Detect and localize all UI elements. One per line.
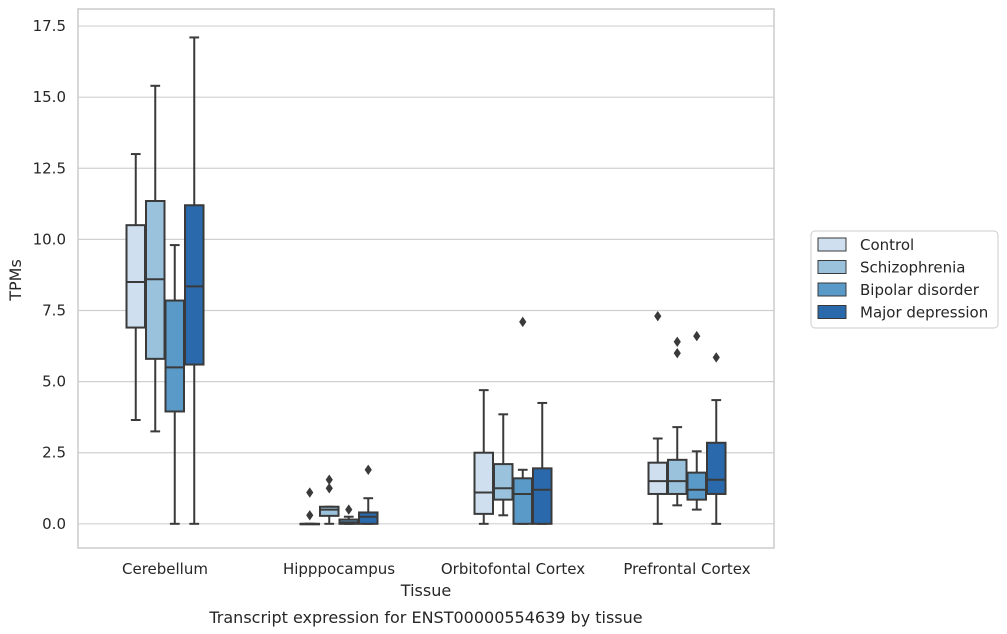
box-schizophrenia [493, 413, 514, 517]
x-axis-label: Tissue [400, 581, 451, 600]
box-iqr [667, 458, 688, 495]
box-major-depression [358, 464, 379, 525]
legend-label: Schizophrenia [860, 259, 965, 277]
box-bipolar-disorder [164, 244, 185, 525]
legend-label: Bipolar disorder [860, 281, 980, 299]
outlier-point [519, 316, 527, 328]
outlier-point [654, 310, 662, 322]
legend-swatch [817, 260, 847, 274]
box-control [299, 487, 320, 526]
y-tick-label: 15.0 [33, 88, 66, 106]
box-control [647, 310, 668, 525]
box-major-depression [532, 401, 553, 525]
box-bipolar-disorder [686, 330, 707, 511]
box-schizophrenia [145, 84, 166, 433]
outlier-point [345, 504, 353, 515]
y-axis-label: TPMs [6, 259, 25, 302]
legend-swatch [817, 282, 847, 297]
box-iqr [512, 477, 533, 525]
grid-lines [78, 25, 774, 525]
x-tick-label: Orbitofontal Cortex [441, 560, 585, 578]
y-tick-label: 2.5 [42, 444, 66, 462]
box-control [125, 153, 146, 422]
box-iqr [319, 505, 340, 517]
box-major-depression [706, 352, 727, 525]
box-bipolar-disorder [512, 316, 533, 525]
box-iqr [473, 451, 494, 515]
outlier-point [364, 464, 372, 475]
box-iqr [686, 471, 707, 501]
legend-frame [810, 230, 999, 329]
legend-swatch [817, 305, 847, 319]
outlier-point [673, 336, 681, 347]
box-iqr [184, 204, 205, 366]
y-tick-label: 0.0 [42, 515, 66, 533]
outlier-point [673, 347, 681, 359]
outlier-point [325, 474, 333, 485]
box-major-depression [184, 36, 205, 525]
legend: Control Schizophrenia Bipolar disorder Majo… [810, 230, 999, 329]
boxes [125, 36, 727, 526]
x-tick-labels: Cerebellum Hipppocampus Orbitofontal Corte… [122, 560, 751, 578]
outlier-point [306, 510, 314, 521]
box-bipolar-disorder [338, 504, 359, 525]
y-tick-labels: 0.0 2.5 5.0 7.5 10.0 12.5 15.0 17.5 [33, 17, 66, 533]
outlier-point [325, 483, 333, 494]
box-schizophrenia [319, 474, 340, 525]
x-tick-label: Hipppocampus [283, 560, 395, 578]
legend-swatch [817, 237, 847, 252]
y-tick-label: 10.0 [33, 230, 66, 248]
y-tick-label: 5.0 [42, 373, 66, 391]
y-tick-label: 12.5 [33, 159, 66, 177]
legend-label: Major depression [860, 304, 988, 322]
y-tick-label: 7.5 [42, 301, 66, 319]
box-control [473, 389, 494, 525]
outlier-point [712, 352, 720, 363]
box-iqr [532, 467, 553, 525]
outlier-point [693, 330, 701, 342]
outlier-point [306, 487, 314, 498]
x-tick-label: Prefrontal Cortex [623, 560, 750, 578]
x-tick-label: Cerebellum [122, 560, 208, 578]
box-iqr [647, 461, 668, 495]
box-schizophrenia [667, 336, 688, 507]
box-iqr [493, 463, 514, 501]
box-iqr [164, 299, 185, 413]
box-iqr [125, 224, 146, 329]
chart-caption: Transcript expression for ENST0000055463… [208, 608, 642, 627]
y-tick-label: 17.5 [33, 17, 66, 35]
plot-area-frame [77, 8, 775, 549]
box-iqr [706, 441, 727, 495]
legend-label: Control [860, 236, 914, 254]
box-iqr [358, 511, 379, 525]
